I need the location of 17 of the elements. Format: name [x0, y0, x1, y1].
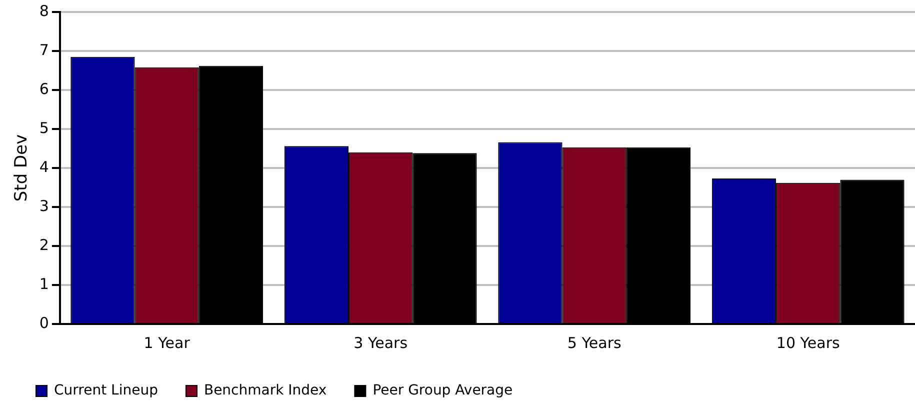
y-tick-label: 1 [39, 274, 49, 293]
y-tick-label: 0 [39, 314, 49, 332]
y-tick-label: 3 [39, 196, 49, 215]
y-tick-label: 7 [39, 40, 49, 59]
x-tick-label: 5 Years [567, 334, 622, 352]
y-tick-label: 8 [39, 2, 49, 20]
y-tick-label: 4 [39, 158, 49, 176]
y-tick-label: 5 [39, 118, 49, 137]
x-tick-label: 3 Years [354, 334, 408, 352]
y-tick-label: 2 [39, 236, 49, 254]
legend-label: Peer Group Average [372, 382, 513, 399]
x-tick-label: 1 Year [144, 334, 191, 352]
y-tick-label: 6 [39, 80, 49, 98]
y-axis-title: Std Dev [12, 134, 32, 202]
legend-label: Benchmark Index [204, 382, 327, 399]
x-tick-label: 10 Years [776, 334, 840, 352]
legend-label: Current Lineup [54, 382, 158, 399]
